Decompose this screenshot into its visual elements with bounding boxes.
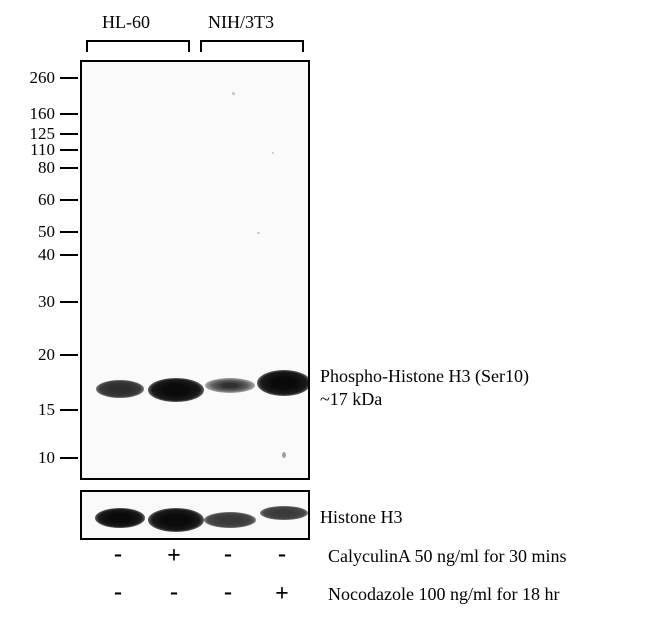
mw-marker-tick (60, 113, 78, 115)
band-main-lane0 (96, 380, 144, 398)
mw-marker-20: 20 (10, 345, 78, 365)
treatment-symbol-lane2: - (216, 541, 240, 568)
band-control-lane1 (148, 508, 204, 532)
mw-marker-tick (60, 409, 78, 411)
target-label-phospho: Phospho-Histone H3 (Ser10) ~17 kDa (320, 365, 529, 412)
blot-control-panel (80, 490, 310, 540)
band-control-lane0 (95, 508, 145, 528)
mw-marker-80: 80 (10, 158, 78, 178)
mw-marker-value: 20 (38, 345, 55, 365)
treatment-label-0: CalyculinA 50 ng/ml for 30 mins (328, 546, 567, 567)
mw-marker-tick (60, 133, 78, 135)
band-main-lane2 (205, 378, 255, 393)
treatment-symbol-lane1: - (162, 579, 186, 606)
treatment-symbol-lane0: - (106, 579, 130, 606)
treatment-label-1: Nocodazole 100 ng/ml for 18 hr (328, 584, 559, 605)
mw-marker-value: 110 (30, 140, 55, 160)
mw-marker-value: 50 (38, 222, 55, 242)
lane-header-hl60: HL-60 (102, 12, 150, 33)
western-blot-figure: HL-60 NIH/3T3 26016012511080605040302015… (10, 10, 640, 634)
mw-marker-50: 50 (10, 222, 78, 242)
mw-marker-value: 160 (30, 104, 56, 124)
mw-marker-tick (60, 457, 78, 459)
target-label-line2: ~17 kDa (320, 389, 382, 409)
mw-marker-tick (60, 254, 78, 256)
mw-marker-tick (60, 167, 78, 169)
mw-marker-tick (60, 301, 78, 303)
band-main-lane1 (148, 378, 204, 402)
mw-marker-value: 60 (38, 190, 55, 210)
mw-marker-110: 110 (10, 140, 78, 160)
mw-marker-160: 160 (10, 104, 78, 124)
mw-marker-value: 30 (38, 292, 55, 312)
mw-marker-tick (60, 354, 78, 356)
mw-marker-tick (60, 77, 78, 79)
mw-marker-value: 15 (38, 400, 55, 420)
treatment-symbol-lane2: - (216, 579, 240, 606)
band-control-lane2 (204, 512, 256, 528)
mw-marker-value: 10 (38, 448, 55, 468)
mw-marker-40: 40 (10, 245, 78, 265)
mw-marker-tick (60, 199, 78, 201)
mw-marker-10: 10 (10, 448, 78, 468)
treatment-symbol-lane1: + (162, 543, 186, 570)
blot-main-panel (80, 60, 310, 480)
mw-marker-260: 260 (10, 68, 78, 88)
target-label-histone: Histone H3 (320, 506, 403, 529)
lane-bracket-2 (200, 40, 304, 42)
treatment-symbol-lane3: + (270, 581, 294, 608)
mw-marker-tick (60, 231, 78, 233)
mw-marker-value: 80 (38, 158, 55, 178)
mw-marker-60: 60 (10, 190, 78, 210)
treatment-symbol-lane3: - (270, 541, 294, 568)
mw-marker-value: 260 (30, 68, 56, 88)
target-label-histone-text: Histone H3 (320, 507, 403, 527)
mw-marker-30: 30 (10, 292, 78, 312)
lane-header-nih3t3: NIH/3T3 (208, 12, 274, 33)
mw-marker-15: 15 (10, 400, 78, 420)
mw-marker-tick (60, 149, 78, 151)
lane-bracket-1 (86, 40, 190, 42)
band-control-lane3 (260, 506, 308, 520)
treatment-symbol-lane0: - (106, 541, 130, 568)
mw-marker-value: 40 (38, 245, 55, 265)
target-label-line1: Phospho-Histone H3 (Ser10) (320, 366, 529, 386)
band-main-lane3 (257, 370, 310, 396)
